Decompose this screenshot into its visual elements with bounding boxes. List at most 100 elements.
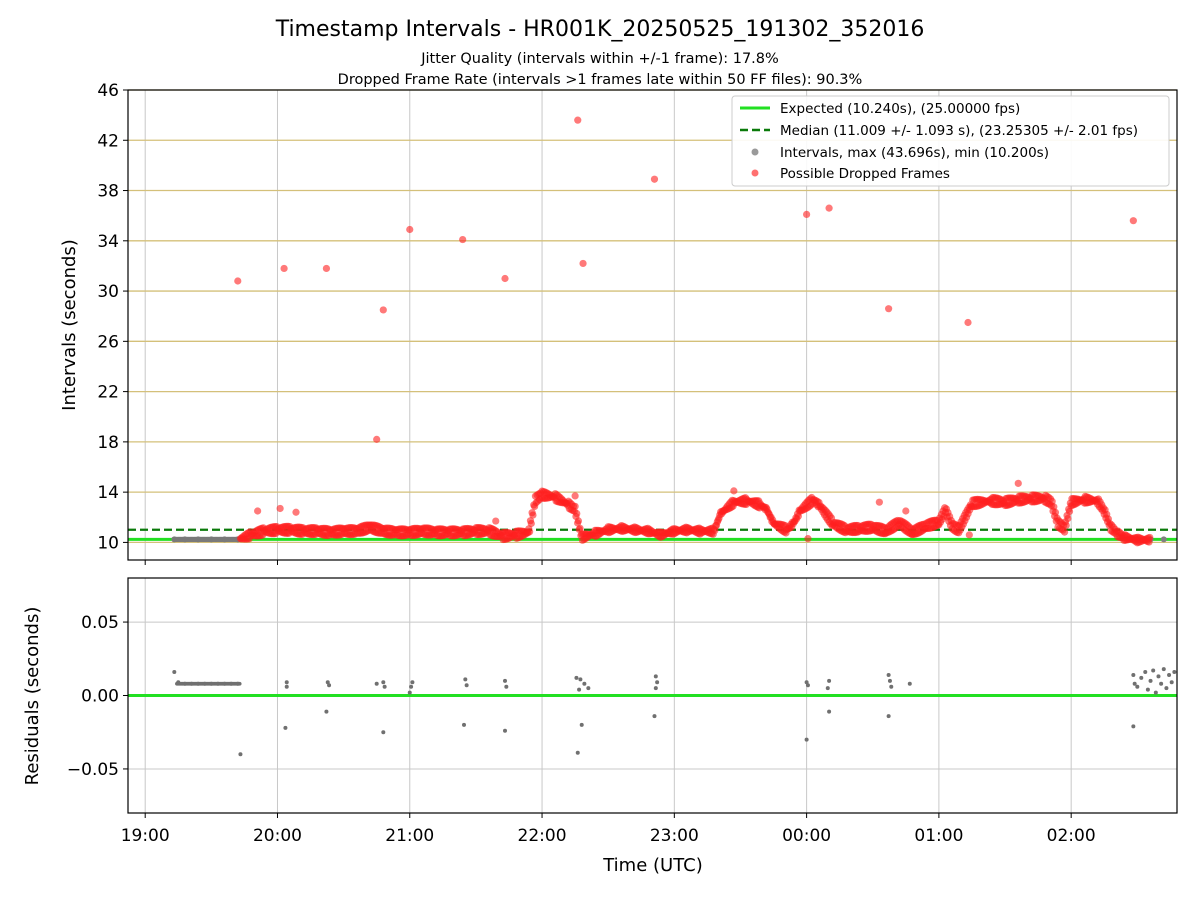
residual-point [1161, 667, 1166, 672]
residual-point [582, 681, 587, 686]
residual-point [886, 714, 891, 719]
dropped-frame-point [571, 502, 579, 510]
residual-point [1156, 674, 1161, 679]
residual-point [503, 678, 508, 683]
dropped-frame-point [576, 524, 584, 532]
x-axis-label: Time (UTC) [602, 855, 703, 876]
residual-point [827, 709, 832, 714]
residual-point [586, 686, 591, 691]
interval-point [1160, 536, 1167, 543]
x-tick-label: 01:00 [914, 826, 963, 846]
x-tick-label: 00:00 [782, 826, 831, 846]
residual-point [805, 683, 810, 688]
dropped-frame-point [730, 487, 738, 495]
dropped-frame-point [885, 305, 893, 313]
dropped-frame-point [373, 435, 381, 443]
residual-point [1132, 681, 1137, 686]
residual-point [653, 674, 658, 679]
residual-point [407, 690, 412, 695]
residual-point [284, 684, 289, 689]
dropped-frame-point [280, 264, 288, 273]
dropped-frame-point [459, 235, 467, 244]
residual-point [1131, 672, 1136, 677]
residual-point [463, 677, 468, 682]
bottom-y-tick-label: 0.05 [81, 613, 119, 633]
dropped-frame-point [501, 274, 509, 283]
bottom-y-tick-label: −0.05 [67, 760, 119, 780]
residual-point [464, 683, 469, 688]
residual-point [324, 709, 329, 714]
top-y-tick-label: 46 [97, 81, 119, 101]
x-tick-label: 02:00 [1047, 826, 1096, 846]
residual-point [1164, 686, 1169, 691]
dropped-frame-point [803, 210, 811, 219]
dropped-frame-point [322, 264, 331, 273]
bottom-panel-points [172, 667, 1177, 757]
legend: Expected (10.240s), (25.00000 fps) Media… [731, 95, 1170, 187]
dropped-frame-point [573, 509, 581, 518]
top-panel-y-ticks: 10 14 18 22 26 30 34 38 42 46 [97, 81, 128, 553]
chart-subtitle-jitter: Jitter Quality (intervals within +/-1 fr… [420, 51, 779, 67]
residual-point [382, 684, 387, 689]
top-y-tick-label: 14 [97, 483, 119, 503]
residual-point [238, 752, 243, 757]
residual-point [1148, 678, 1153, 683]
legend-dropped-swatch [751, 169, 759, 177]
residual-point [578, 677, 583, 682]
dropped-frame-point [1048, 497, 1056, 505]
dropped-frame-point [902, 507, 910, 515]
legend-intervals-swatch [751, 148, 759, 156]
residual-point [327, 683, 332, 688]
residual-point [381, 680, 386, 685]
residual-point [652, 714, 657, 719]
residual-point [503, 728, 508, 733]
top-y-tick-label: 22 [97, 383, 119, 403]
residual-point [284, 680, 289, 685]
x-tick-label: 23:00 [650, 826, 699, 846]
residual-point [504, 684, 509, 689]
bottom-panel-ylabel: Residuals (seconds) [22, 607, 43, 786]
bottom-y-tick-label: 0.00 [81, 687, 119, 707]
residual-point [1135, 684, 1140, 689]
chart-subtitle-dropped: Dropped Frame Rate (intervals >1 frames … [338, 72, 863, 88]
dropped-frame-point [650, 175, 659, 183]
bottom-panel-y-ticks: 0.05 0.00 −0.05 [67, 613, 128, 780]
dropped-frame-point [574, 517, 583, 525]
residual-point [283, 725, 288, 730]
legend-box [731, 95, 1170, 187]
x-tick-label: 19:00 [121, 826, 170, 846]
top-y-tick-label: 10 [97, 533, 119, 553]
dropped-frame-point [1129, 217, 1137, 225]
residual-point [1167, 672, 1172, 677]
residual-point [825, 686, 830, 691]
legend-median-label: Median (11.009 +/- 1.093 s), (23.25305 +… [780, 123, 1138, 139]
residual-point [1151, 668, 1156, 673]
residual-point [172, 670, 177, 674]
dropped-frame-point [1065, 507, 1074, 516]
residual-point [907, 681, 912, 686]
residual-point [653, 686, 658, 691]
dropped-frame-point [1062, 521, 1070, 529]
chart-title: Timestamp Intervals - HR001K_20250525_19… [275, 17, 925, 42]
dropped-frame-point [1060, 528, 1069, 536]
top-panel-points [171, 116, 1167, 547]
dropped-frame-point [1146, 533, 1154, 542]
top-y-tick-label: 26 [97, 332, 119, 352]
dropped-frame-point [529, 511, 537, 519]
dropped-frame-point [965, 531, 973, 539]
top-y-tick-label: 38 [97, 182, 119, 202]
dropped-frame-point [492, 517, 500, 525]
dropped-frame-point [1051, 508, 1060, 517]
top-panel-ylabel: Intervals (seconds) [59, 239, 80, 411]
legend-intervals-label: Intervals, max (43.696s), min (10.200s) [780, 145, 1049, 161]
residual-point [1143, 670, 1148, 674]
top-y-tick-label: 42 [97, 131, 119, 151]
dropped-frame-point [276, 504, 284, 513]
dropped-frame-point [379, 306, 387, 314]
top-y-tick-label: 18 [97, 433, 119, 453]
residual-point [886, 672, 891, 677]
residual-point [804, 737, 809, 742]
residual-point [574, 675, 579, 680]
